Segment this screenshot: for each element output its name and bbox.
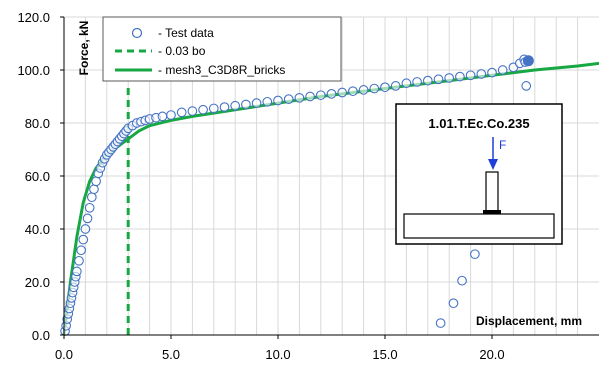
y-tick-labels: 0.0 20.0 40.0 60.0 80.0 100.0 120.0 [17,10,64,343]
x-axis-label: Displacement, mm [476,314,582,328]
data-point [422,75,433,86]
data-point [435,318,446,328]
series-test-data [60,54,534,336]
y-tick-label: 120.0 [17,10,50,25]
data-point [521,81,532,91]
data-point [78,234,89,245]
legend-label-0p03bo: - 0.03 bo [158,44,206,58]
data-point [326,88,337,99]
data-point [465,70,476,81]
data-point [219,102,230,112]
legend-label-fea: - mesh3_C3D8R_bricks [158,63,285,77]
data-point [448,298,459,309]
data-point [369,83,380,94]
data-point [497,65,508,75]
legend-marker-test-data [131,27,143,39]
force-label: F [499,138,506,152]
data-point [82,213,93,224]
inset-sketch: 1.01.T.Ec.Co.235 F [395,103,563,245]
legend-label-test-data: - Test data [158,26,214,40]
data-point [380,82,390,93]
data-point [198,104,208,115]
data-point [444,73,455,83]
x-tick-label: 0.0 [55,347,73,362]
specimen-base [403,213,555,239]
data-point [84,202,95,213]
y-tick-label: 40.0 [25,222,50,237]
x-tick-label: 20.0 [479,347,504,362]
data-point [262,96,273,107]
y-axis-label: Force, kN [77,21,91,76]
y-tick-label: 60.0 [25,169,50,184]
data-point [348,86,358,97]
data-point [470,249,480,260]
data-point [187,106,198,116]
data-point [89,184,99,195]
data-point [294,92,305,103]
y-tick-label: 80.0 [25,116,50,131]
x-tick-label: 5.0 [162,347,180,362]
data-point [412,77,422,87]
data-point [487,67,497,78]
data-point [208,103,219,114]
y-tick-label: 0.0 [32,328,50,343]
force-arrow-head [488,159,498,170]
specimen-flange [483,210,501,214]
inset-title: 1.01.T.Ec.Co.235 [428,116,529,131]
data-point [457,275,467,286]
data-point [401,78,412,89]
data-point [157,111,168,122]
data-point [74,255,84,266]
x-tick-label: 15.0 [372,347,397,362]
data-point [76,245,86,256]
data-point [390,81,401,91]
data-point [305,91,315,102]
data-point-filled [522,55,534,67]
data-point [433,74,444,85]
data-point [86,192,97,203]
data-point [476,69,487,79]
y-tick-label: 20.0 [25,275,50,290]
data-point [71,266,82,277]
data-point [251,98,262,108]
data-point [241,99,251,110]
x-tick-label: 10.0 [265,347,290,362]
data-point [337,87,348,98]
data-point [273,95,283,106]
data-point [283,94,294,104]
legend: - Test data - 0.03 bo - mesh3_C3D8R_bric… [102,16,342,82]
y-tick-label: 100.0 [17,63,50,78]
data-point [80,224,91,234]
data-point [315,90,326,101]
data-point [358,85,369,95]
data-point [91,176,101,187]
specimen-stem [485,171,499,215]
data-point [176,107,187,118]
data-point [455,71,465,82]
x-tick-labels: 0.0 5.0 10.0 15.0 20.0 [55,335,505,362]
data-point [166,110,176,120]
data-point [230,100,241,111]
